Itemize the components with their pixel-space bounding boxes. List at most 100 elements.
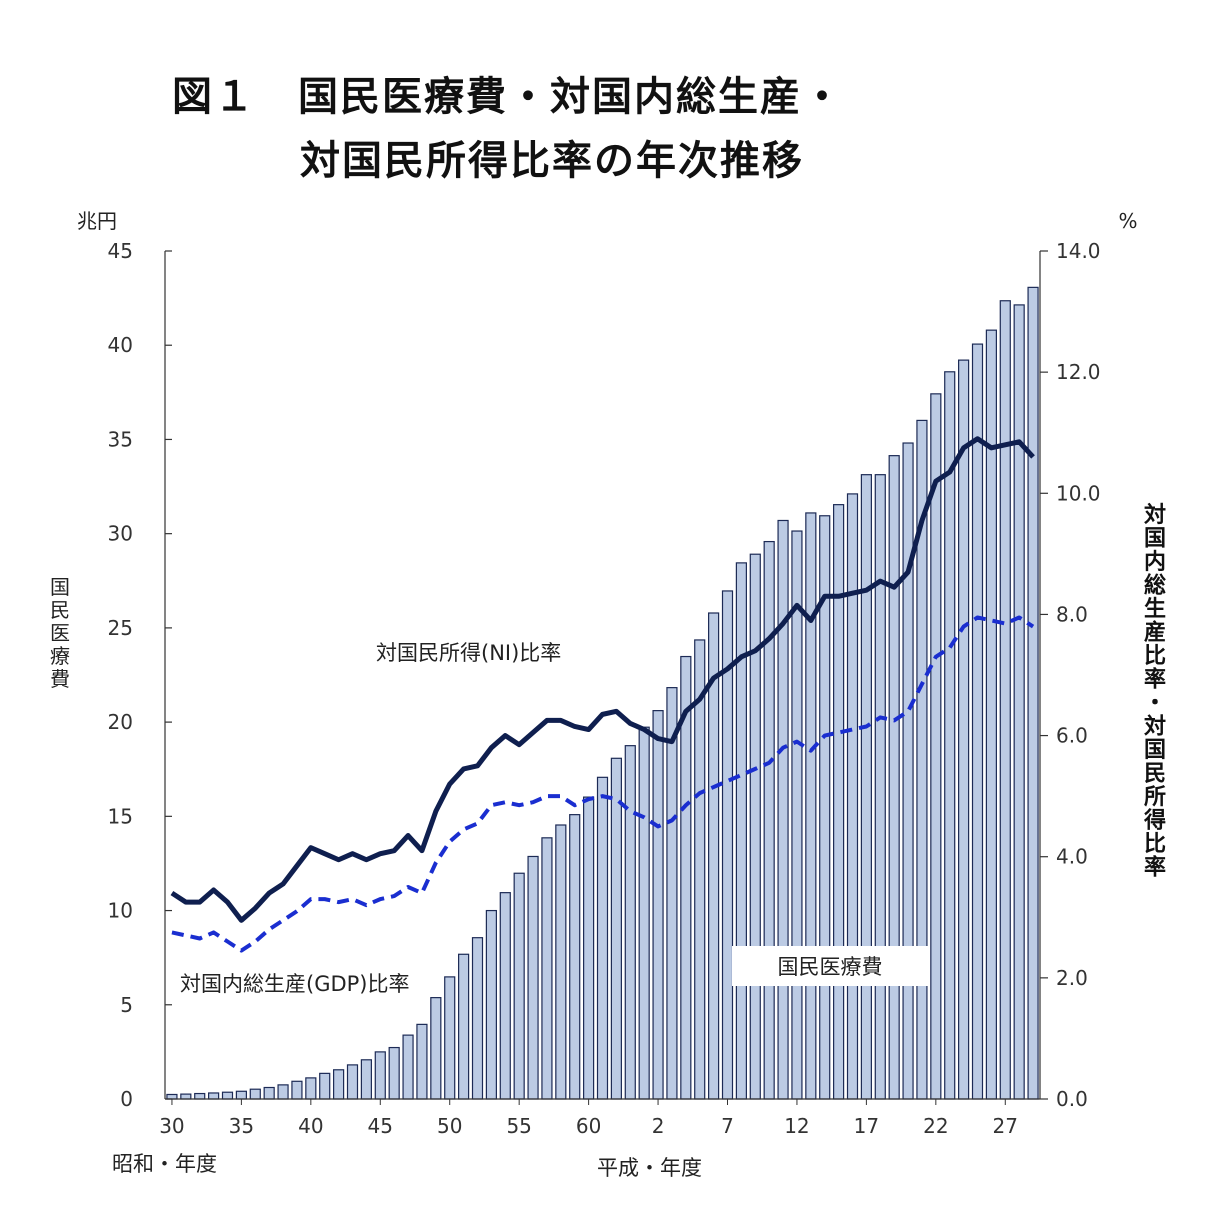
cost-bar — [319, 1072, 331, 1100]
cost-bar — [596, 776, 609, 1100]
right-tick-label: 12.0 — [1056, 360, 1101, 384]
cost-bar — [1027, 286, 1039, 1100]
cost-bar — [749, 553, 761, 1100]
x-tick-label: 17 — [854, 1114, 879, 1138]
x-tick-label: 12 — [784, 1114, 809, 1138]
x-tick-label: 22 — [923, 1114, 948, 1138]
cost-bar — [235, 1090, 247, 1100]
cost-bar — [638, 726, 650, 1100]
cost-bar — [944, 371, 956, 1100]
cost-bar — [485, 909, 497, 1100]
cost-bar — [166, 1093, 178, 1100]
left-tick-label: 0 — [120, 1087, 133, 1111]
x-tick-label: 27 — [993, 1114, 1018, 1138]
right-tick-label: 10.0 — [1056, 481, 1101, 505]
cost-bar — [958, 359, 970, 1100]
left-tick-label: 35 — [108, 427, 133, 451]
left-tick-label: 5 — [120, 993, 133, 1017]
left-tick-label: 15 — [108, 804, 133, 828]
left-unit-label: 兆円 — [77, 209, 117, 233]
cost-bar — [333, 1069, 345, 1100]
chart-title-line2: 対国民所得比率の年次推移 — [300, 138, 804, 184]
cost-bar — [569, 814, 581, 1100]
cost-bar — [555, 824, 567, 1100]
cost-bar — [249, 1088, 261, 1100]
cost-bar — [999, 300, 1011, 1100]
cost-bar — [846, 493, 859, 1100]
x-tick-label: 30 — [159, 1114, 184, 1138]
x-tick-label: 35 — [229, 1114, 254, 1138]
cost-bar — [291, 1080, 303, 1100]
left-tick-label: 10 — [108, 899, 133, 923]
right-axis-label: 対国内総生産比率・対国民所得比率 — [1143, 503, 1166, 881]
x-tick-label: 7 — [721, 1114, 734, 1138]
cost-bar — [902, 442, 914, 1100]
bars-layer — [166, 286, 1039, 1100]
cost-bar — [777, 519, 789, 1100]
cost-bar — [458, 953, 470, 1100]
cost-bar — [208, 1092, 220, 1100]
cost-bar — [263, 1086, 275, 1100]
cost-label-box — [732, 946, 928, 986]
cost-bar — [874, 474, 886, 1100]
lines-layer — [170, 436, 1035, 953]
cost-bar — [694, 639, 706, 1100]
cost-bar — [527, 855, 539, 1100]
cost-bar — [346, 1064, 359, 1100]
cost-bar — [971, 343, 984, 1100]
heisei-era-label: 平成・年度 — [597, 1156, 702, 1180]
left-axis-label: 国民医療費 — [50, 575, 70, 691]
left-tick-label: 30 — [108, 522, 133, 546]
left-tick-label: 25 — [108, 616, 133, 640]
cost-bar — [444, 976, 456, 1100]
cost-bar — [763, 540, 775, 1100]
cost-bar — [180, 1093, 192, 1100]
right-tick-label: 6.0 — [1056, 724, 1088, 748]
x-tick-label: 55 — [506, 1114, 531, 1138]
showa-era-label: 昭和・年度 — [112, 1152, 217, 1176]
cost-bar — [277, 1084, 289, 1100]
cost-bar — [1013, 304, 1025, 1100]
right-tick-label: 4.0 — [1056, 845, 1088, 869]
cost-bar — [499, 892, 511, 1100]
cost-bar — [416, 1023, 428, 1100]
right-tick-label: 8.0 — [1056, 602, 1088, 626]
chart-title-line1: 図１ 国民医療費・対国内総生産・ — [172, 74, 844, 120]
cost-bar — [735, 562, 747, 1100]
cost-bar — [666, 687, 678, 1100]
x-tick-label: 40 — [298, 1114, 323, 1138]
right-unit-label: % — [1118, 209, 1137, 233]
cost-bar — [583, 796, 595, 1100]
cost-bar — [610, 757, 622, 1100]
left-tick-label: 20 — [108, 710, 133, 734]
cost-bar — [860, 474, 872, 1100]
right-tick-label: 14.0 — [1056, 239, 1101, 263]
cost-label: 国民医療費 — [778, 955, 883, 979]
x-tick-label: 45 — [368, 1114, 393, 1138]
cost-bar — [471, 937, 484, 1100]
ni-ratio-label: 対国民所得(NI)比率 — [376, 641, 561, 665]
right-tick-label: 2.0 — [1056, 966, 1088, 990]
cost-bar — [221, 1091, 234, 1100]
cost-bar — [430, 997, 442, 1100]
cost-bar — [360, 1059, 372, 1100]
cost-bar — [930, 393, 942, 1100]
cost-bar — [888, 455, 900, 1100]
axes-layer: 0 5 10 15 20 25 30 35 40 45 0.0 2.0 4.0 6.0 8.0 10.0 12.… — [108, 239, 1101, 1138]
cost-bar — [541, 837, 553, 1100]
cost-bar — [791, 530, 803, 1100]
cost-bar — [513, 872, 525, 1100]
cost-bar — [305, 1077, 317, 1100]
cost-bar — [402, 1034, 414, 1100]
cost-bar — [388, 1046, 400, 1100]
left-tick-label: 40 — [108, 333, 133, 357]
x-tick-label: 50 — [437, 1114, 462, 1138]
x-tick-label: 2 — [652, 1114, 665, 1138]
cost-bar — [194, 1092, 206, 1100]
gdp-ratio-label: 対国内総生産(GDP)比率 — [180, 972, 410, 996]
gdp-ratio-line — [171, 615, 1035, 953]
left-tick-label: 45 — [108, 239, 133, 263]
cost-bar — [652, 710, 664, 1100]
cost-bar — [624, 745, 636, 1100]
